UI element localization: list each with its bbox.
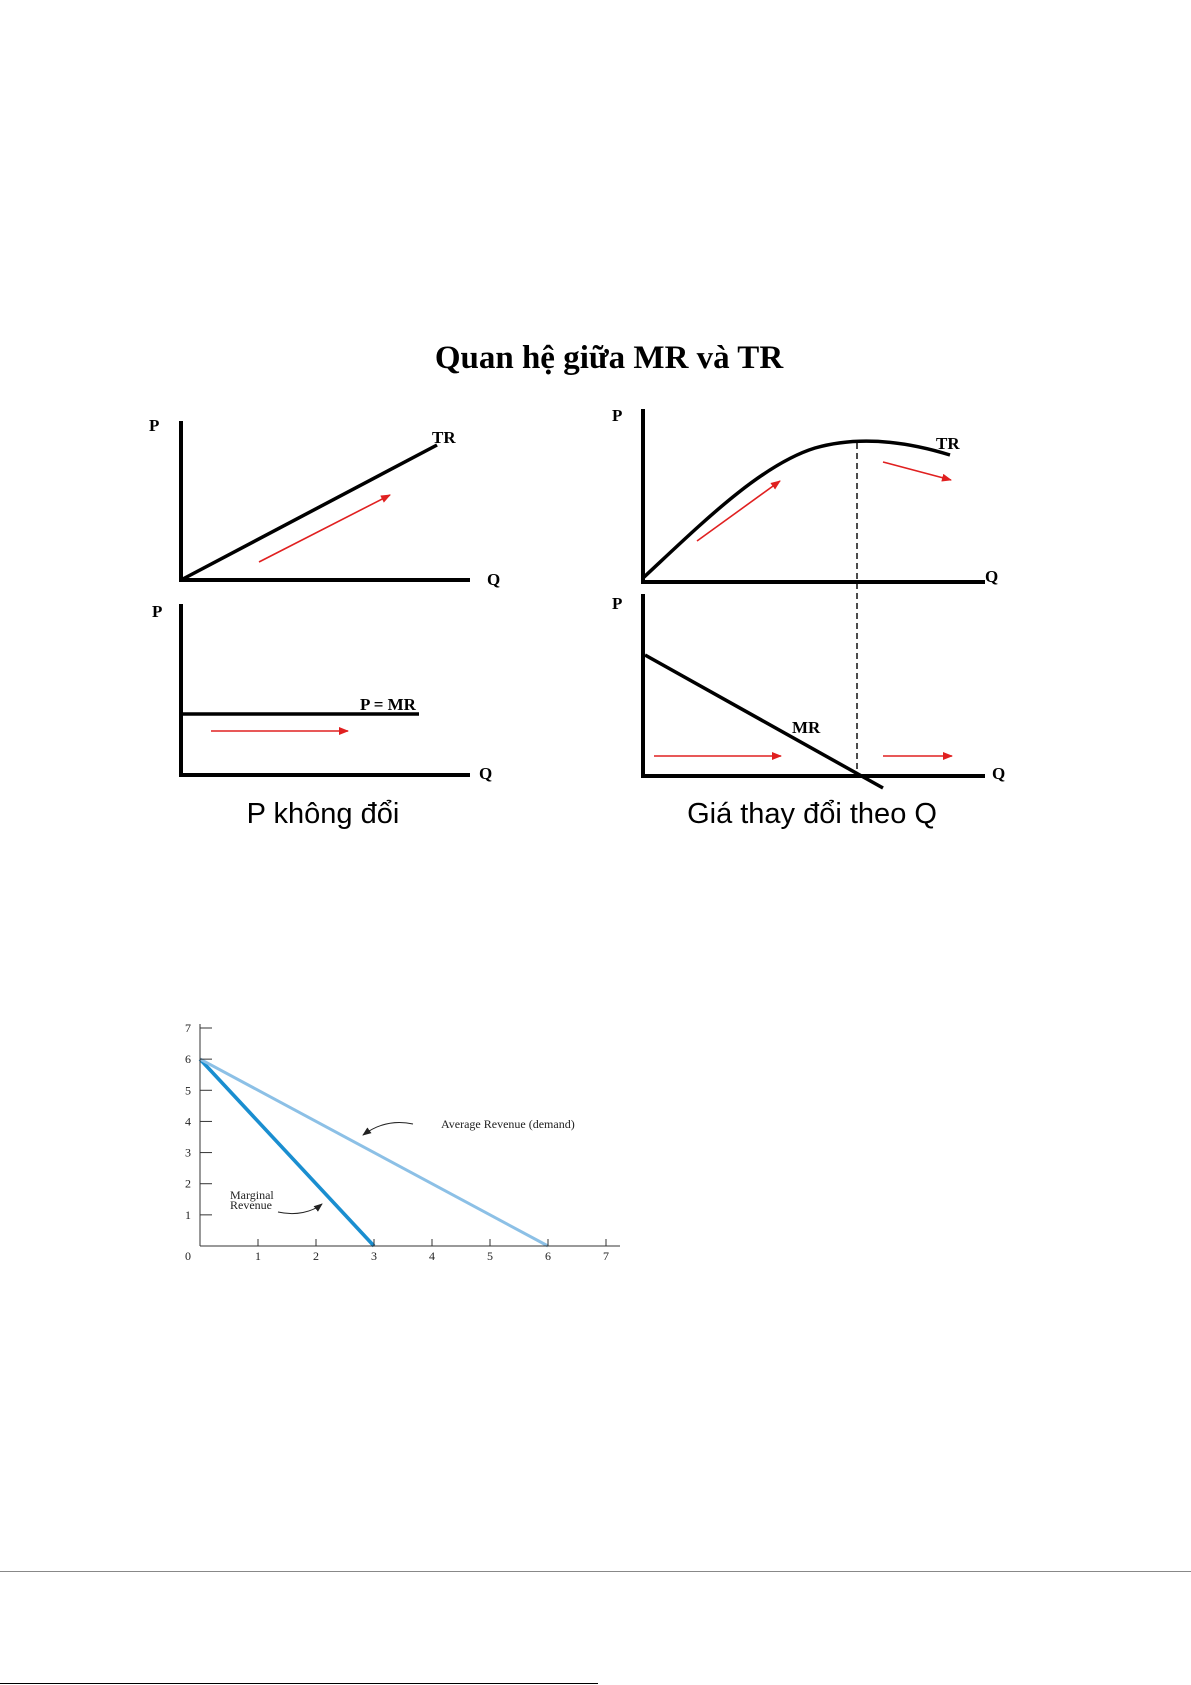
caption-left: P không đổi [247, 798, 400, 830]
axis-label-p: P [612, 594, 622, 613]
curve-label-p-mr: P = MR [360, 695, 417, 714]
y-tick-label: 7 [185, 1021, 191, 1035]
figure-title: Quan hệ giữa MR và TR [434, 340, 784, 376]
axis-label-q: Q [985, 567, 998, 586]
curve-label-tr: TR [936, 434, 960, 453]
red-arrow-rising [696, 480, 781, 542]
curve-label-tr: TR [432, 428, 456, 447]
x-tick-label: 7 [603, 1249, 609, 1263]
caption-right: Giá thay đổi theo Q [687, 798, 937, 830]
x-tick-label: 6 [545, 1249, 551, 1263]
x-tick-label: 4 [429, 1249, 435, 1263]
y-tick-label: 4 [185, 1114, 191, 1128]
y-tick-label: 1 [185, 1208, 191, 1222]
annotation-average-revenue: Average Revenue (demand) [441, 1117, 575, 1131]
axis-label-p: P [612, 406, 622, 425]
tr-line [180, 443, 438, 582]
panel-bottom-left: P Q P = MR P không đổi [152, 602, 492, 830]
panel-top-right: P Q TR [612, 406, 998, 776]
y-tick-label: 2 [185, 1177, 191, 1191]
x-tick-label: 2 [313, 1249, 319, 1263]
axis-label-p: P [152, 602, 162, 621]
revenue-chart: 7 6 5 4 3 2 1 7 6 5 4 3 2 1 0 Average Revenue (demand)… [185, 1021, 620, 1263]
annotation-arrow-average [362, 1121, 414, 1136]
annotation-revenue: Revenue [230, 1198, 272, 1212]
footnote-rule [0, 1683, 598, 1684]
axis-label-q: Q [487, 570, 500, 589]
x-tick-label: 5 [487, 1249, 493, 1263]
curve-label-mr: MR [792, 718, 821, 737]
axis-label-p: P [149, 416, 159, 435]
red-arrow-falling [882, 461, 952, 482]
annotation-arrow-marginal [277, 1203, 323, 1215]
panel-top-left: P Q TR [149, 416, 500, 589]
x-tick-label: 1 [255, 1249, 261, 1263]
axis-label-q: Q [479, 764, 492, 783]
annotation-marginal: Marginal [230, 1188, 274, 1202]
marginal-revenue-line [198, 1057, 376, 1248]
red-arrow [258, 494, 391, 563]
axis-label-q: Q [992, 764, 1005, 783]
x-tick-label: 3 [371, 1249, 377, 1263]
page-separator [0, 1571, 1191, 1572]
average-revenue-line [199, 1057, 549, 1248]
mr-line [644, 653, 884, 790]
y-tick-label: 6 [185, 1052, 191, 1066]
y-tick-label: 5 [185, 1083, 191, 1097]
panel-bottom-right: P Q MR Giá thay đổi theo Q [612, 594, 1005, 830]
tr-curve [641, 439, 951, 580]
x-tick-label: 0 [185, 1249, 191, 1263]
y-tick-label: 3 [185, 1146, 191, 1160]
